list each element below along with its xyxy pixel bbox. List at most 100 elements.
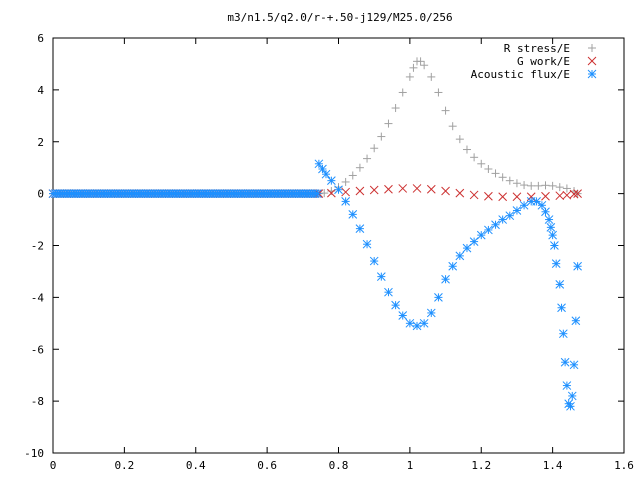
data-point [548,230,557,240]
x-tick-label: 0 [50,459,57,472]
data-point [532,197,541,206]
legend-label: G work/E [517,55,570,68]
y-tick-label: -4 [31,291,45,304]
y-tick-label: -8 [31,395,44,408]
data-point [555,280,565,289]
data-point [527,181,536,190]
data-point [384,287,393,297]
data-point [348,210,358,219]
x-tick-label: 0.4 [186,459,206,472]
data-point [491,220,500,230]
data-point [560,357,570,367]
data-point [434,88,443,97]
data-point [484,164,493,173]
data-point [405,318,415,328]
data-point [384,119,393,128]
data-point [314,159,324,169]
data-point [541,191,550,201]
data-point [541,207,550,217]
data-point [420,61,429,70]
x-tick-label: 1.6 [614,459,634,472]
data-point [571,316,581,326]
data-point [476,230,486,240]
data-point [455,251,465,261]
chart-title: m3/n1.5/q2.0/r-+.50-j129/M25.0/256 [227,11,452,24]
data-point [441,274,450,284]
data-point [462,145,471,154]
y-tick-label: 0 [37,188,44,201]
data-point [384,184,393,194]
data-point [505,211,515,221]
data-point [573,261,582,271]
data-point [318,164,327,174]
data-point [412,321,422,331]
data-point [412,184,422,193]
data-point [398,184,408,193]
data-point [557,303,566,313]
data-point [505,176,514,185]
data-point [441,186,450,196]
data-point [426,308,436,318]
data-point [398,88,407,97]
data-point [334,185,343,195]
legend-label: Acoustic flux/E [471,68,570,81]
y-tick-label: -6 [31,343,44,356]
data-point [484,225,493,235]
data-point [498,192,508,202]
data-point [376,272,386,281]
plot-frame [52,37,625,454]
data-point [455,135,464,144]
data-point [341,177,350,186]
data-point [327,176,336,186]
data-point [348,171,357,180]
data-point [391,104,400,113]
data-point [448,122,457,131]
axes: 0 0.2 0.4 0.6 0.8 1 1.2 1.4 1.6 6 4 2 0 -2 -4 -6 -8 -10 [24,32,634,472]
data-point [355,224,365,233]
data-point [544,215,554,224]
y-tick-label: -10 [24,447,44,460]
data-point [484,191,493,201]
x-tick-label: 0.6 [257,459,277,472]
data-point [550,241,559,250]
data-point [534,181,543,190]
data-point [569,360,579,370]
legend-marker [587,69,597,79]
data-point [573,189,582,198]
data-point [416,57,425,66]
data-point [512,179,521,188]
data-point [419,318,429,328]
data-point [362,239,372,249]
data-point [562,190,572,200]
data-point [441,106,450,115]
x-tick-label: 1.2 [471,459,491,472]
data-point [321,169,331,179]
data-point [498,215,508,224]
data-point [427,72,436,81]
data-point [455,188,465,198]
data-point [548,181,557,190]
data-point [519,200,529,210]
data-point [520,181,529,190]
series-acoustic-flux-e [48,159,582,411]
data-point [498,173,507,182]
data-point [377,132,386,141]
data-point [470,153,479,162]
data-point [398,311,408,320]
data-point [341,197,350,206]
data-point [469,190,479,200]
data-point [434,293,443,302]
x-tick-label: 0.8 [329,459,349,472]
data-point [426,184,436,194]
data-point [363,154,372,163]
data-point [562,184,571,193]
x-tick-label: 1 [407,459,414,472]
y-tick-label: -2 [31,240,44,253]
data-point [567,391,577,401]
data-point [491,169,500,178]
y-tick-label: 6 [37,32,44,45]
data-point [320,189,329,198]
data-point [355,186,365,196]
